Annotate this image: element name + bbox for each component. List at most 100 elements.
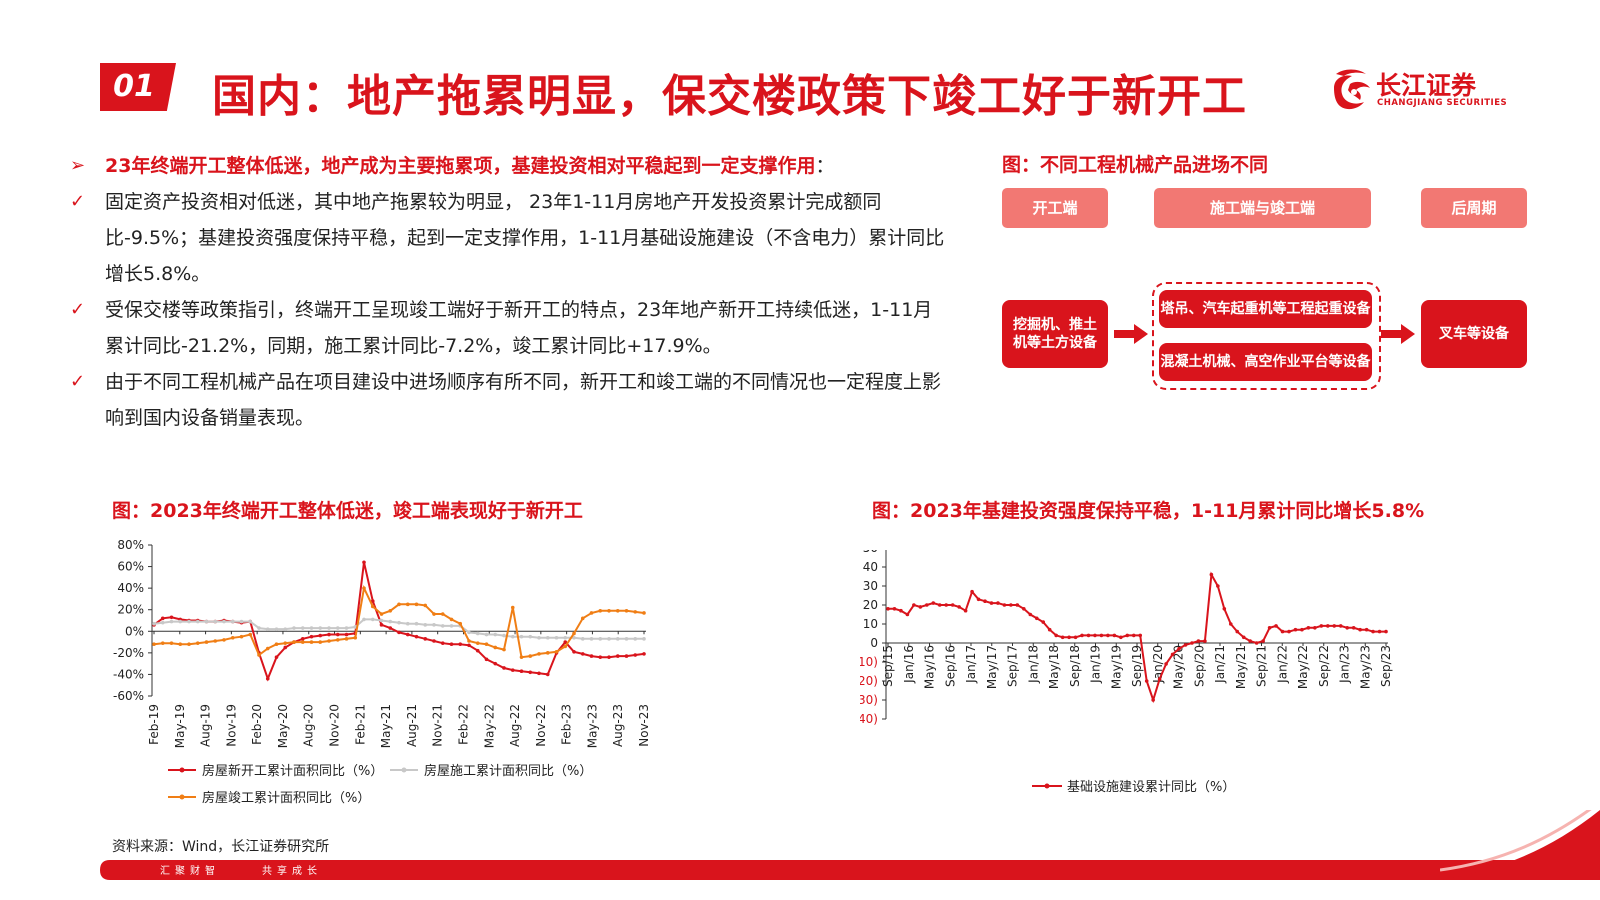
data-point bbox=[918, 605, 923, 609]
data-point bbox=[300, 640, 305, 644]
data-point bbox=[963, 608, 968, 613]
data-point bbox=[1170, 652, 1175, 657]
y-tick-label: 50 bbox=[863, 550, 878, 555]
data-point bbox=[274, 627, 279, 631]
y-tick-label: 20% bbox=[117, 603, 144, 617]
data-point bbox=[607, 637, 611, 641]
data-point bbox=[362, 586, 366, 590]
x-tick-label: Sep/22 bbox=[1317, 645, 1331, 687]
data-point bbox=[1377, 629, 1382, 634]
data-point bbox=[257, 653, 261, 657]
data-point bbox=[300, 626, 305, 630]
x-tick-label: Jan/21 bbox=[1213, 645, 1227, 684]
data-point bbox=[344, 632, 349, 637]
data-point bbox=[537, 652, 541, 656]
data-point bbox=[388, 626, 393, 630]
data-point bbox=[1190, 641, 1194, 645]
data-point bbox=[362, 617, 366, 622]
x-tick-label: Jan/18 bbox=[1026, 645, 1040, 684]
x-tick-label: Jan/20 bbox=[1151, 645, 1165, 684]
data-point bbox=[1209, 572, 1214, 577]
y-tick-label: 0 bbox=[870, 636, 878, 650]
data-point bbox=[1254, 641, 1259, 645]
data-point bbox=[996, 601, 1000, 605]
data-point bbox=[1300, 627, 1304, 632]
data-point bbox=[580, 616, 585, 621]
data-point bbox=[309, 634, 314, 639]
data-point bbox=[1261, 639, 1265, 643]
box-line: 挖掘机、推土 bbox=[1013, 317, 1097, 333]
data-point bbox=[1009, 603, 1013, 607]
bullet-colon: ： bbox=[815, 155, 835, 177]
data-point bbox=[1002, 603, 1007, 607]
x-tick-label: Jan/17 bbox=[964, 645, 978, 684]
data-point bbox=[642, 637, 646, 641]
data-point bbox=[1028, 612, 1033, 617]
footer-swoosh bbox=[1440, 810, 1600, 880]
data-point bbox=[528, 634, 533, 639]
data-point bbox=[510, 605, 515, 610]
data-point bbox=[187, 642, 191, 647]
x-tick-label: Jan/23 bbox=[1338, 645, 1352, 684]
forklift-equipment-box: 叉车等设备 bbox=[1421, 300, 1527, 368]
data-point bbox=[493, 661, 498, 666]
data-point bbox=[970, 589, 974, 594]
data-point bbox=[239, 634, 244, 639]
data-point bbox=[178, 619, 183, 624]
data-point bbox=[248, 632, 253, 637]
x-tick-label: May/19 bbox=[1109, 645, 1123, 689]
y-tick-label: 10 bbox=[863, 617, 878, 631]
x-tick-label: Feb-19 bbox=[147, 704, 161, 745]
data-point bbox=[1106, 633, 1110, 638]
data-point bbox=[598, 637, 603, 641]
data-point bbox=[1022, 607, 1026, 611]
lifting-equipment-box: 塔吊、汽车起重机等工程起重设备 bbox=[1159, 290, 1372, 328]
data-point bbox=[405, 621, 410, 626]
data-point bbox=[379, 612, 384, 616]
data-point bbox=[510, 668, 515, 672]
data-point bbox=[615, 637, 620, 641]
data-point bbox=[195, 641, 200, 645]
data-point bbox=[580, 637, 585, 641]
data-point bbox=[414, 634, 419, 639]
bullet-text: 固定资产投资相对低迷，其中地产拖累较为明显， 23年1-11月房地产开发投资累计… bbox=[105, 191, 945, 285]
x-tick-label: Nov-19 bbox=[224, 704, 238, 747]
data-point bbox=[1080, 633, 1084, 638]
legend-marker bbox=[401, 767, 407, 773]
data-point bbox=[502, 647, 506, 652]
stage-start: 开工端 bbox=[1002, 188, 1108, 228]
data-point bbox=[432, 612, 436, 616]
y-tick-label: 40% bbox=[117, 581, 144, 595]
data-point bbox=[892, 607, 897, 611]
data-point bbox=[1287, 629, 1291, 634]
data-point bbox=[1015, 603, 1020, 607]
data-point bbox=[1157, 677, 1162, 681]
legend-label: 房屋竣工累计面积同比（%） bbox=[202, 790, 370, 806]
data-point bbox=[344, 626, 349, 630]
data-point bbox=[300, 637, 305, 641]
data-point bbox=[633, 637, 638, 641]
x-tick-label: Jan/22 bbox=[1275, 645, 1289, 684]
y-tick-label: 80% bbox=[117, 540, 144, 552]
data-point bbox=[1073, 635, 1078, 640]
data-point bbox=[989, 601, 994, 605]
x-tick-label: Aug-20 bbox=[302, 704, 316, 747]
data-point bbox=[1047, 627, 1052, 632]
x-tick-label: Sep/19 bbox=[1130, 645, 1144, 687]
data-point bbox=[178, 642, 183, 647]
data-point bbox=[1216, 584, 1220, 588]
data-point bbox=[563, 644, 568, 649]
data-point bbox=[598, 608, 603, 613]
data-point bbox=[318, 640, 323, 644]
data-point bbox=[449, 624, 454, 628]
data-point bbox=[423, 637, 428, 641]
data-point bbox=[335, 626, 340, 630]
data-point bbox=[292, 626, 296, 630]
legend-label: 房屋施工累计面积同比（%） bbox=[424, 763, 592, 779]
x-tick-label: Jan/19 bbox=[1089, 645, 1103, 684]
data-point bbox=[1345, 626, 1349, 630]
data-point bbox=[344, 637, 349, 641]
y-tick-label: (20) bbox=[860, 674, 878, 688]
data-point bbox=[563, 640, 568, 644]
data-point bbox=[1164, 662, 1168, 666]
